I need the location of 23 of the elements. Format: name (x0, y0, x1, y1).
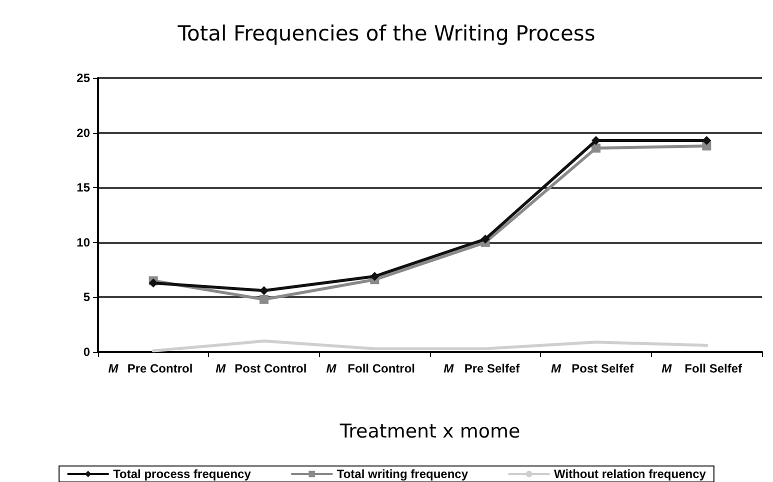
y-tick-label: 25 (76, 71, 90, 85)
x-tick-label: M Foll Selfef (662, 362, 743, 376)
line-series (152, 340, 708, 352)
y-tick-label: 20 (76, 126, 90, 140)
point (260, 286, 268, 296)
legend-label: Total process frequency (113, 467, 252, 481)
point (592, 144, 600, 153)
y-tick-label: 5 (83, 290, 90, 304)
point (260, 294, 268, 304)
x-axis-title: Treatment x mome (338, 420, 520, 442)
y-tick-label: 0 (83, 345, 90, 359)
y-tick-label: 15 (76, 180, 90, 195)
x-tick-label: M Pre Control (108, 362, 193, 376)
legend-label: Without relation frequency (554, 467, 706, 481)
x-tick-label: M Foll Control (326, 362, 415, 376)
y-tick-label: 10 (76, 235, 90, 250)
point (370, 272, 380, 281)
legend-label: Total writing frequency (336, 467, 468, 481)
x-tick-label: M Post Selfef (550, 362, 635, 376)
chart-title: Total Frequencies of the Writing Process (176, 22, 596, 46)
x-tick-label: M Pre Selfef (444, 362, 521, 376)
point (480, 234, 490, 244)
x-tick-label: M Post Control (216, 362, 307, 376)
